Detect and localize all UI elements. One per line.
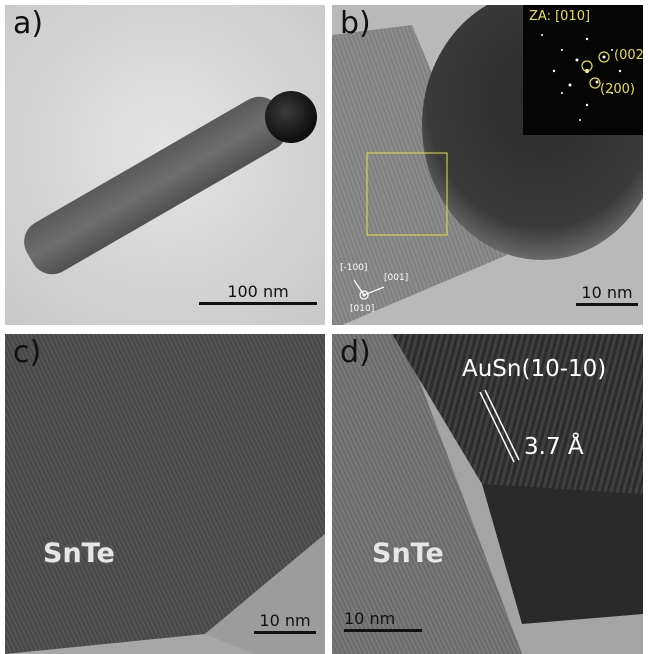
panel-a-label: a) [13, 6, 44, 41]
gold-tip [265, 91, 317, 143]
scale-bar [344, 629, 422, 632]
material-label: SnTe [43, 538, 115, 569]
sntev-region [332, 334, 522, 654]
scale-bar [576, 303, 638, 306]
panel-d-label: d) [340, 335, 371, 370]
panel-a-image [5, 5, 325, 325]
axis-center-label: [010] [350, 304, 375, 314]
sntev-region [5, 334, 325, 654]
axis-up-label: [-100] [340, 263, 368, 273]
fft-zone-axis: ZA: [010] [529, 9, 591, 24]
panel-c-image [5, 334, 325, 654]
panel-c: c) SnTe 10 nm [5, 334, 325, 654]
panel-b-scale: 10 nm [576, 284, 638, 306]
fft-inset [523, 5, 643, 135]
phase-label: AuSn(10-10) [462, 356, 607, 382]
panel-b: b) ZA: [010] (002) (200) [-100] [001] [0… [332, 5, 643, 325]
axis-right-label: [001] [384, 273, 409, 283]
sntev-region [332, 25, 507, 325]
scale-bar [199, 302, 317, 305]
panel-b-label: b) [340, 6, 371, 41]
nanorod [24, 96, 288, 275]
panel-b-image [332, 5, 643, 325]
scale-bar [254, 631, 316, 634]
selected-area-box [366, 152, 448, 236]
lattice-spacing-label: 3.7 Å [524, 434, 584, 460]
fft-spot-200: (200) [600, 82, 635, 97]
panel-d: d) AuSn(10-10) 3.7 Å SnTe 10 nm [332, 334, 643, 654]
panel-d-image [332, 334, 643, 654]
panel-a: a) 100 nm [5, 5, 325, 325]
ausn-fringes [392, 334, 643, 514]
panel-c-scale: 10 nm [254, 612, 316, 634]
panel-a-scale: 100 nm [199, 283, 317, 305]
axes-indicator [353, 279, 385, 300]
material-label: SnTe [372, 538, 444, 569]
panel-c-label: c) [13, 335, 42, 370]
panel-d-scale: 10 nm [344, 610, 422, 632]
gold-region [482, 484, 643, 624]
fft-spot-002: (002) [614, 48, 643, 63]
